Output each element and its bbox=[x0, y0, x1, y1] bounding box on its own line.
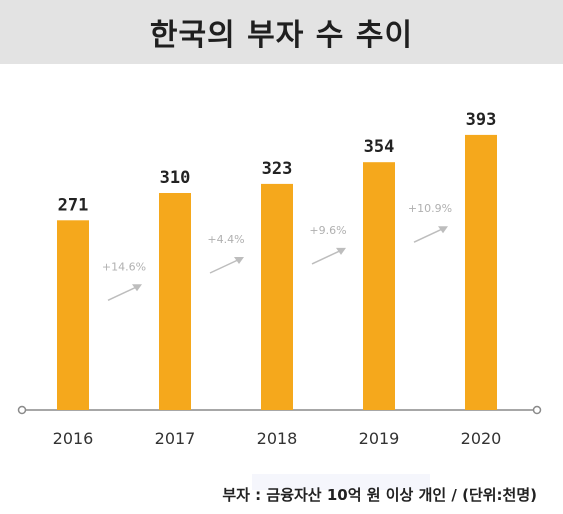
tick-label-2017: 2017 bbox=[155, 429, 196, 448]
growth-arrow-3 bbox=[311, 249, 343, 265]
bar-value-2020: 393 bbox=[466, 110, 497, 130]
tick-label-2016: 2016 bbox=[53, 429, 94, 448]
tick-label-2018: 2018 bbox=[257, 429, 298, 448]
growth-label-4: +10.9% bbox=[408, 202, 452, 215]
growth-arrowhead-4 bbox=[438, 226, 448, 234]
bar-2020 bbox=[465, 134, 497, 410]
title-bar: 한국의 부자 수 추이 bbox=[0, 0, 563, 64]
bar-2017 bbox=[159, 193, 191, 410]
chart-title: 한국의 부자 수 추이 bbox=[149, 18, 414, 53]
tick-label-2019: 2019 bbox=[359, 429, 400, 448]
axis-end-right bbox=[532, 405, 542, 415]
growth-arrow-4 bbox=[413, 227, 445, 243]
growth-arrow-1 bbox=[107, 285, 139, 301]
bar-value-2017: 310 bbox=[160, 168, 191, 188]
watermark-area bbox=[252, 474, 430, 490]
tick-label-2020: 2020 bbox=[461, 429, 502, 448]
bar-2018 bbox=[261, 183, 293, 410]
bar-value-2018: 323 bbox=[262, 159, 293, 179]
bar-value-2016: 271 bbox=[58, 195, 89, 215]
growth-label-3: +9.6% bbox=[309, 224, 346, 237]
axis-end-left bbox=[17, 405, 27, 415]
bar-2016 bbox=[57, 220, 89, 410]
growth-arrowhead-2 bbox=[234, 257, 244, 264]
growth-arrow-2 bbox=[209, 258, 241, 274]
growth-label-1: +14.6% bbox=[102, 260, 146, 273]
chart-footnote: 부자 : 금융자산 10억 원 이상 개인 / (단위:천명) bbox=[222, 486, 537, 504]
growth-arrowhead-1 bbox=[132, 284, 142, 292]
growth-arrowhead-3 bbox=[336, 247, 346, 255]
bar-2019 bbox=[363, 162, 395, 410]
bar-chart: 271 2016 310 2017 323 2018 354 2019 393 2020 +14.6… bbox=[17, 110, 542, 448]
growth-label-2: +4.4% bbox=[207, 233, 244, 246]
bar-value-2019: 354 bbox=[364, 137, 395, 157]
